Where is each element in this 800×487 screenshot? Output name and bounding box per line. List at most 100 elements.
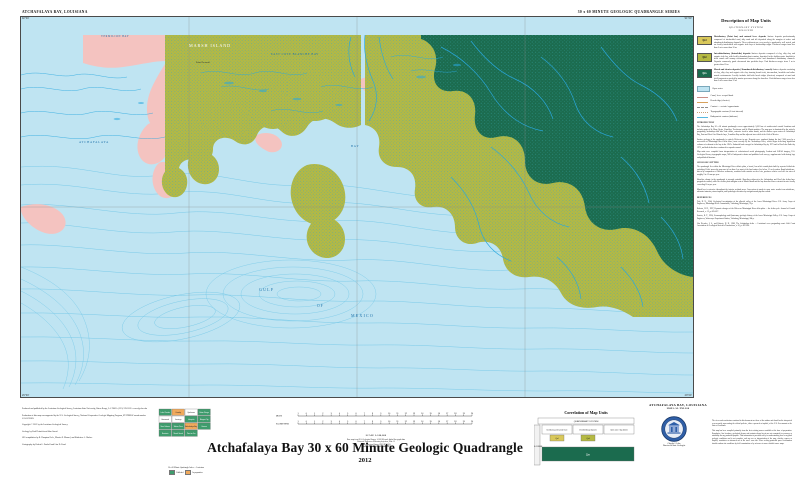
index-map-cell[interactable] [171, 408, 185, 416]
map-unit-swatch: Qid [697, 52, 712, 62]
index-map-cell-label: Lafayette [188, 418, 195, 421]
credit-line: GIS compilation by R. Hampton Peele, Mar… [22, 437, 93, 440]
index-map-cell[interactable] [158, 415, 172, 423]
correlation-label: Qnl [555, 438, 559, 440]
scale-tick-label: 2 [322, 421, 324, 423]
correlation-diagram: QUATERNARY SYSTEM HOLOCENE Distributary an… [532, 417, 635, 466]
scale-tick-label: 1 [297, 421, 299, 423]
bathy-line-icon [697, 117, 708, 119]
map-unit-swatch: Qnl [697, 36, 712, 45]
index-map-cell[interactable] [158, 429, 172, 437]
description-paragraph: The Atchafalaya Bay 30 x 60 minute quadr… [697, 126, 795, 137]
description-paragraph: Map units were compiled from interpretat… [697, 151, 795, 159]
scale-tick-label: 3 [331, 421, 333, 423]
geologic-map-panel[interactable]: MARSH ISLAND GULF OF MEXICO ATCHAFALAYA BAY EA… [20, 16, 694, 398]
scale-tick-label: 4 [339, 421, 341, 423]
header-left-title: ATCHAFALAYA BAY, LOUISIANA [22, 10, 88, 14]
index-map-cell[interactable] [184, 422, 198, 430]
map-label: ATCHAFALAYA [79, 140, 109, 144]
state-geologist-role: Director & State Geologist [662, 445, 686, 447]
index-map-cell[interactable] [184, 429, 198, 437]
correlation-label: Distributary and natural levee [547, 428, 568, 431]
scale-tick-label: 15 [429, 421, 432, 423]
index-map-cell[interactable] [158, 408, 172, 416]
map-label-group: MARSH ISLAND GULF OF MEXICO ATCHAFALAYA BAY EA… [79, 35, 373, 318]
scale-title: SCALE 1:100,000 [365, 434, 387, 437]
correlation-box [533, 424, 541, 466]
scale-tick-label: 17 [446, 421, 449, 423]
map-label: EAST COTE BLANCHE BAY [271, 53, 319, 56]
map-label: BAY [351, 144, 359, 148]
coord-ne-lon: 91°00' [684, 16, 692, 20]
description-body-text: INTRODUCTION The Atchafalaya Bay 30 x 60 … [697, 122, 795, 228]
index-map-cell-label: Crowley [175, 412, 181, 414]
scale-tick-label: 8 [372, 413, 374, 415]
scale-tick-label: 1 [297, 413, 299, 415]
scale-tick-label: 17 [446, 413, 449, 415]
scale-tick-label: 2 [322, 413, 324, 415]
scale-tick-label: 5 [347, 421, 349, 423]
contour-line-icon [697, 112, 708, 114]
index-map-cell[interactable] [197, 415, 211, 423]
scale-tick-label: 1 [314, 421, 316, 423]
index-map-cell[interactable] [184, 415, 198, 423]
scale-unit-label: KILOMETERS [276, 424, 290, 426]
map-unit-list: Qnl Distributary (Point bar) and natural … [697, 36, 795, 83]
map-unit-entry: Qid Interdistributary (Intradelta) deposi… [697, 52, 795, 67]
description-system-label: QUATERNARY SYSTEM [728, 26, 763, 29]
index-map-cell-label: Sabine Pass [174, 426, 183, 428]
index-map-cell[interactable] [197, 408, 211, 416]
agency-seal-icon [661, 416, 687, 442]
index-legend-entry: Published [169, 470, 183, 475]
index-map-cell[interactable] [171, 422, 185, 430]
credit-line: Cartography by Robert L. Paulsell and Li… [22, 443, 67, 446]
description-section-heading: INTRODUCTION [697, 122, 715, 125]
scale-note-line: North American Datum 1983 (NAD 83) [361, 443, 391, 446]
scale-tick-label: 0 [306, 413, 308, 415]
index-map-cell-label: Point au Fer [187, 432, 196, 435]
map-symbol-label: Contact — certain / approximate [710, 105, 740, 108]
scale-tick-label: 11 [396, 421, 399, 423]
scale-note-line: Base map from U.S. Geological Survey 1:1… [346, 438, 405, 441]
scale-note-line: National Geodetic Vertical Datum 1929 [361, 446, 391, 449]
map-unit-description: Distributary (Point bar) and natural lev… [714, 36, 796, 49]
state-geologist-seal-block: Chacko J. John Director & State Geologis… [646, 416, 702, 447]
correlation-box [541, 446, 635, 462]
index-map-cell-label: Morgan City [200, 418, 209, 421]
publication-year: 2012 [358, 457, 372, 464]
scale-bar-block: 1 0 1 2 3 4 5 6 7 8 9 10 11 12 13 14 15 16 17 18 19 20 MILES 1 0… [276, 410, 476, 449]
page-title: Atchafalaya Bay 30 x 60 Minute Geologic … [207, 440, 523, 455]
map-symbol-list: Open water Canal, levee or spoil bank Beac… [697, 85, 795, 119]
map-label: VERMILION BAY [101, 35, 129, 38]
index-map-cell-label: Opelousas [187, 412, 195, 414]
scale-tick-label: 18 [454, 413, 457, 415]
index-map-cell[interactable] [171, 429, 185, 437]
correlation-label: Qid [586, 438, 590, 440]
index-map-svg[interactable]: Lake Charles Crowley Opelousas Baton Rouge H… [156, 406, 216, 466]
map-unit-entry: Qnl Distributary (Point bar) and natural … [697, 36, 795, 50]
description-section-heading: REFERENCES [697, 196, 712, 199]
geologic-map-canvas[interactable]: MARSH ISLAND GULF OF MEXICO ATCHAFALAYA BAY EA… [21, 17, 693, 397]
scale-tick-label: 18 [454, 421, 457, 423]
index-map-cell-label: Atchafalaya Bay [185, 425, 197, 428]
index-map-cell[interactable] [197, 422, 211, 430]
contact-line-icon [697, 107, 708, 109]
index-map-cell[interactable] [171, 415, 185, 423]
scale-tick-label: 13 [413, 413, 416, 415]
map-unit-entry: Qm Marsh and chenier deposits (Abandoned … [697, 69, 795, 83]
credit-line: Copyright © 2012 by the Louisiana Geolog… [22, 424, 69, 427]
index-map-cell[interactable] [184, 408, 198, 416]
map-symbol-label: Bathymetric contour (fathoms) [710, 115, 738, 118]
quadrangle-index-map[interactable]: Lake Charles Crowley Opelousas Baton Rouge H… [156, 406, 216, 475]
scale-tick-label: 20 [471, 413, 474, 415]
description-of-map-units-panel: Description of Map Units QUATERNARY SYST… [697, 14, 795, 396]
map-label: Point Chevreuil [196, 62, 210, 64]
index-map-cell-label: Baton Rouge [200, 411, 209, 414]
scale-unit-label: MILES [276, 416, 283, 418]
scale-tick-label: 12 [405, 421, 408, 423]
index-map-cell[interactable] [158, 422, 172, 430]
description-paragraph: Saucier, R. T., 1994, Geomorphology and … [697, 215, 795, 220]
description-series-label: HOLOCENE [738, 30, 754, 32]
index-map-cell-label: Barataria [162, 432, 169, 435]
